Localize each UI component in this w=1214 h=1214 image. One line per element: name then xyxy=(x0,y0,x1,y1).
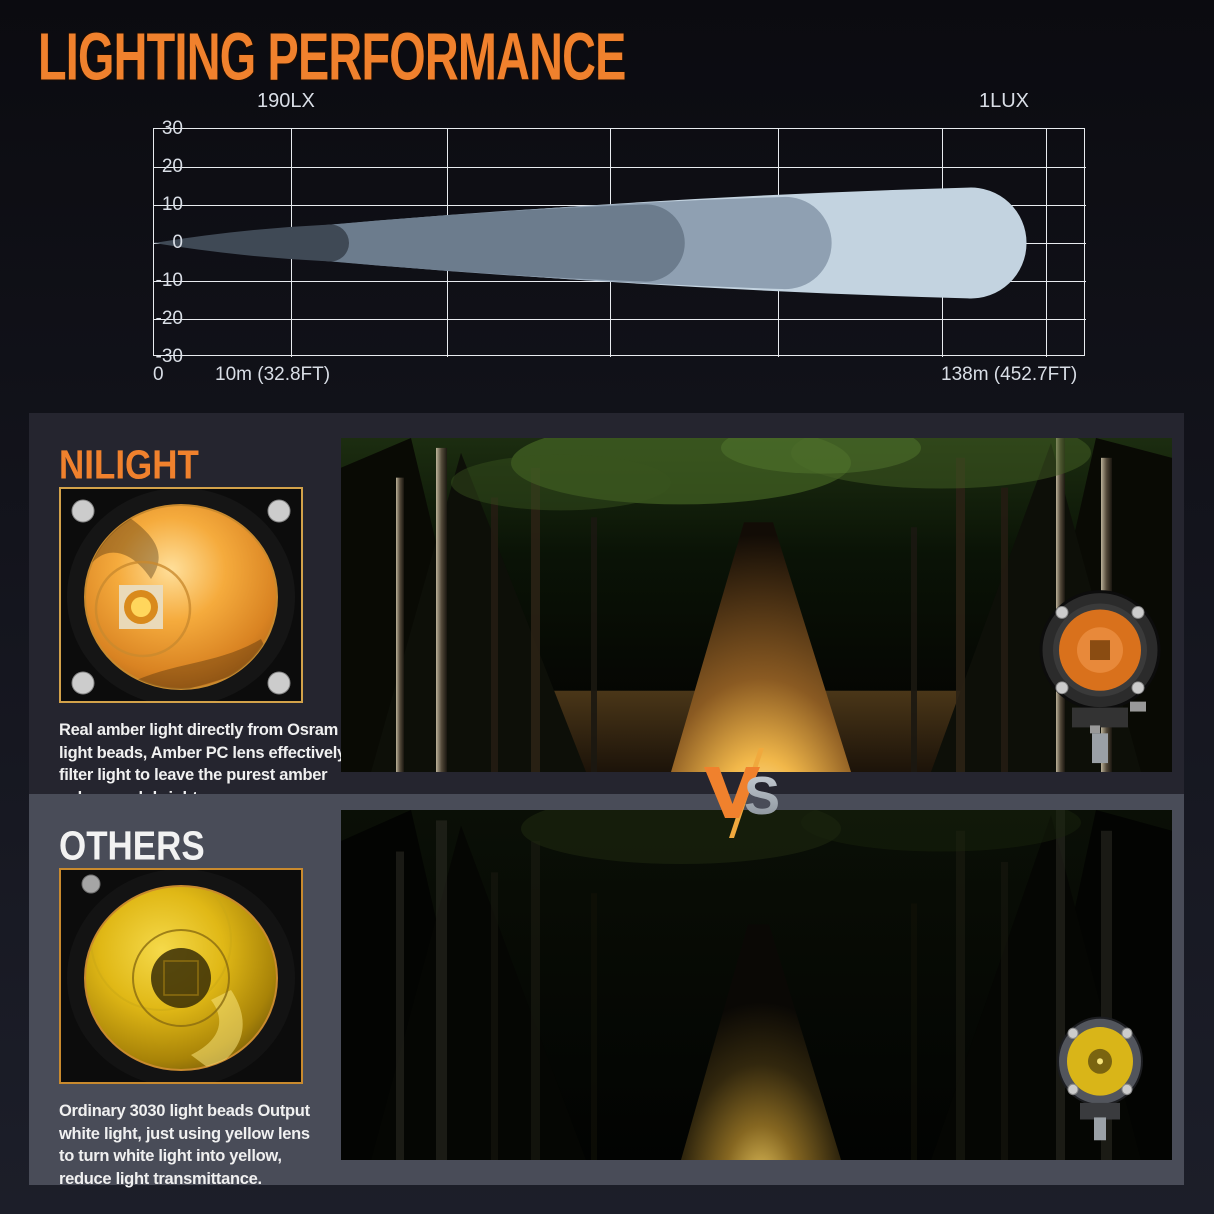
svg-text:S: S xyxy=(744,766,780,826)
